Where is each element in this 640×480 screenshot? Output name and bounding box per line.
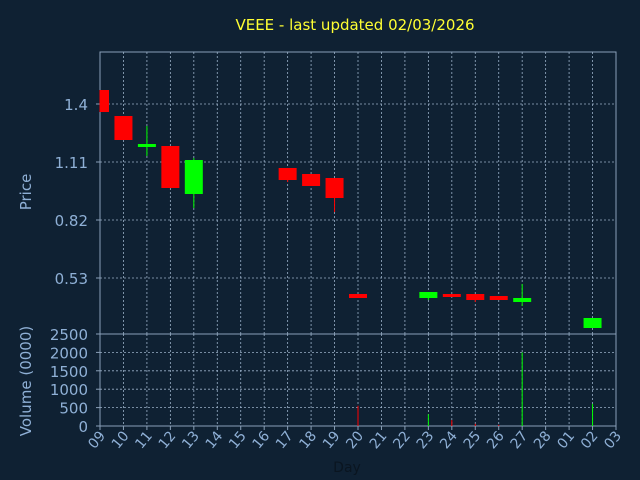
x-tick-label: 19: [320, 428, 344, 452]
x-tick-label: 18: [296, 428, 320, 452]
candle-body: [100, 90, 109, 112]
candle-body: [278, 168, 297, 180]
x-tick-label: 12: [156, 428, 180, 452]
volume-tick-label: 0: [78, 418, 88, 436]
x-tick-label: 28: [531, 428, 555, 452]
candle-body: [513, 298, 532, 302]
x-tick-label: 01: [554, 428, 578, 452]
x-tick-label: 27: [508, 428, 532, 452]
x-tick-label: 23: [414, 428, 438, 452]
candle-body: [184, 160, 203, 194]
candle-body: [419, 292, 438, 298]
volume-tick-label: 2500: [50, 326, 88, 344]
x-tick-label: 13: [179, 428, 203, 452]
x-tick-label: 17: [273, 428, 297, 452]
candle-body: [161, 146, 180, 188]
x-tick-label: 20: [343, 428, 367, 452]
x-tick-label: 25: [461, 428, 485, 452]
x-tick-label: 03: [601, 428, 625, 452]
candle-body: [466, 294, 485, 300]
price-panel: 0.53 0.82 1.11 1.4: [55, 51, 617, 335]
candle-body: [349, 294, 367, 298]
price-tick-label: 1.4: [64, 96, 88, 114]
x-axis-label: Day: [333, 460, 361, 476]
candle-body: [114, 116, 133, 140]
x-tick-label: 02: [578, 428, 602, 452]
price-axis-label: Price: [17, 174, 35, 211]
price-tick-label: 0.53: [55, 270, 88, 288]
candle-body: [325, 178, 344, 198]
volume-tick-label: 500: [59, 400, 88, 418]
candle-body: [489, 296, 508, 300]
price-tick-label: 1.11: [55, 154, 88, 172]
volume-axis-label: Volume (0000): [17, 326, 35, 436]
volume-tick-label: 2000: [50, 344, 88, 362]
candle-body: [583, 318, 602, 328]
x-tick-label: 22: [390, 428, 414, 452]
x-tick-label: 16: [250, 428, 274, 452]
x-tick-label: 10: [109, 428, 133, 452]
x-tick-label: 15: [226, 428, 250, 452]
candle-body: [302, 174, 321, 186]
volume-tick-label: 1500: [50, 363, 88, 381]
x-tick-label: 26: [484, 428, 508, 452]
x-tick-label: 11: [132, 428, 156, 452]
candle-body: [442, 294, 461, 297]
x-tick-label: 14: [203, 428, 227, 452]
x-tick-label: 24: [437, 428, 461, 452]
chart-title: VEEE - last updated 02/03/2026: [235, 16, 474, 34]
x-tick-label: 09: [85, 428, 109, 452]
x-axis: 09 10 11 12 13 14 15 16 17 18 19 20 21 22 23 24 25 26 27 28…: [85, 426, 625, 452]
volume-tick-label: 1000: [50, 381, 88, 399]
candle-body: [137, 144, 156, 147]
x-tick-label: 21: [367, 428, 391, 452]
price-tick-label: 0.82: [55, 212, 88, 230]
